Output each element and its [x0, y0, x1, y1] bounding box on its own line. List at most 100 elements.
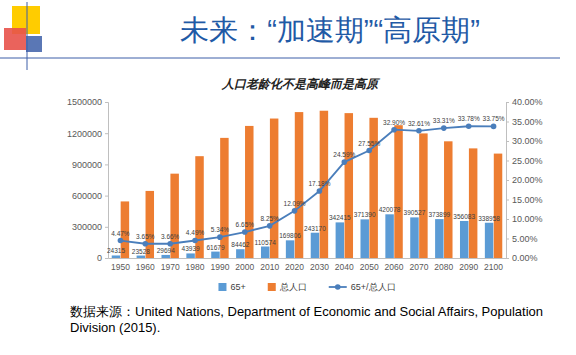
- bar: [311, 233, 319, 258]
- tick: 10.00%: [506, 214, 543, 224]
- bar: [360, 219, 368, 258]
- tick: 300000: [72, 222, 108, 232]
- data-label: 8.25%: [260, 215, 279, 222]
- tick-label: 600000: [72, 191, 102, 201]
- tick: 2070: [409, 258, 428, 272]
- slide-title: 未来：“加速期”“高原期”: [180, 14, 480, 46]
- bar: [220, 138, 228, 258]
- legend-label: 总人口: [279, 282, 307, 292]
- tick: 600000: [72, 191, 108, 201]
- bar: [245, 126, 253, 258]
- tick: 30.00%: [506, 136, 543, 146]
- bar: [211, 252, 219, 258]
- tick-mark: [105, 133, 108, 134]
- marker: [118, 238, 124, 244]
- tick: 1960: [136, 258, 155, 272]
- data-label: 33.78%: [458, 115, 480, 122]
- data-label: 24315: [107, 247, 125, 254]
- data-label: 23528: [132, 248, 150, 255]
- tick-label: 1970: [161, 262, 180, 272]
- tick-label: 2090: [459, 262, 478, 272]
- data-label: 12.09%: [284, 200, 306, 207]
- deco-line: [27, 2, 28, 70]
- data-labels: 2431523528296944393961679844621105741698…: [107, 115, 505, 254]
- tick: 35.00%: [506, 117, 543, 127]
- data-label: 33.31%: [433, 117, 455, 124]
- marker: [267, 223, 273, 229]
- tick: 900000: [72, 160, 108, 170]
- tick-label: 0.00%: [512, 253, 538, 263]
- tick-mark: [105, 258, 108, 259]
- tick-mark: [506, 239, 509, 240]
- tick: 1980: [186, 258, 205, 272]
- tick-mark: [105, 102, 108, 103]
- axis-line: [507, 103, 510, 259]
- tick-mark: [506, 102, 509, 103]
- source-note: 数据来源：United Nations, Department of Econo…: [70, 304, 560, 335]
- bar: [419, 133, 427, 258]
- legend-item: 65+: [218, 282, 245, 292]
- tick: 2060: [385, 258, 404, 272]
- bar: [435, 219, 443, 258]
- tick: 5.00%: [506, 234, 538, 244]
- tick-label: 25.00%: [512, 156, 543, 166]
- data-label: 84462: [231, 241, 249, 248]
- tick-label: 2010: [260, 262, 279, 272]
- tick: 2100: [484, 258, 503, 272]
- tick: 1950: [111, 258, 130, 272]
- slide: 未来：“加速期”“高原期”人口老龄化不是高峰而是高原03000006000009…: [0, 0, 576, 355]
- tick: 2010: [260, 258, 279, 272]
- tick-label: 35.00%: [512, 117, 543, 127]
- tick-label: 2000: [235, 262, 254, 272]
- bar: [485, 223, 493, 258]
- tick-label: 20.00%: [512, 175, 543, 185]
- bar: [469, 148, 477, 258]
- data-label: 61679: [206, 244, 224, 251]
- marker: [342, 159, 348, 165]
- deco-square: [26, 36, 42, 52]
- data-label: 243170: [304, 225, 326, 232]
- marker: [317, 188, 323, 194]
- tick-label: 1990: [210, 262, 229, 272]
- data-label: 43939: [182, 245, 200, 252]
- marker: [217, 234, 223, 240]
- legend-item: 65+/总人口: [329, 282, 396, 292]
- tick-label: 5.00%: [512, 234, 538, 244]
- data-label: 110574: [255, 239, 277, 246]
- tick-mark: [105, 196, 108, 197]
- y2-axis: 0.00%5.00%10.00%15.00%20.00%25.00%30.00%…: [506, 97, 543, 263]
- bar: [286, 240, 294, 258]
- decoration: [0, 2, 560, 70]
- tick-label: 1960: [136, 262, 155, 272]
- bar: [394, 125, 402, 258]
- bar-series: [121, 111, 503, 258]
- tick: 1970: [161, 258, 180, 272]
- data-label: 3.65%: [136, 233, 155, 240]
- bar: [345, 113, 353, 258]
- tick-label: 0: [97, 253, 102, 263]
- tick-mark: [506, 180, 509, 181]
- tick-label: 1950: [111, 262, 130, 272]
- bar: [460, 221, 468, 258]
- marker: [167, 241, 173, 247]
- axis-line: [105, 103, 109, 259]
- tick-label: 2030: [310, 262, 329, 272]
- data-label: 32.90%: [383, 119, 405, 126]
- tick-mark: [506, 122, 509, 123]
- data-label: 420078: [379, 206, 401, 213]
- data-label: 6.65%: [236, 221, 255, 228]
- tick: 2050: [360, 258, 379, 272]
- marker: [143, 241, 149, 247]
- legend: 65+ 总人口 65+/总人口: [218, 282, 395, 292]
- legend-label: 65+/总人口: [351, 282, 396, 292]
- tick: 1500000: [67, 97, 108, 107]
- legend-item: 总人口: [268, 282, 307, 292]
- tick-label: 2060: [385, 262, 404, 272]
- tick: 0.00%: [506, 253, 538, 263]
- tick-label: 1200000: [67, 129, 102, 139]
- tick-mark: [105, 164, 108, 165]
- marker: [466, 123, 472, 129]
- marker: [391, 127, 397, 133]
- bar: [336, 222, 344, 258]
- data-label: 371390: [354, 211, 376, 218]
